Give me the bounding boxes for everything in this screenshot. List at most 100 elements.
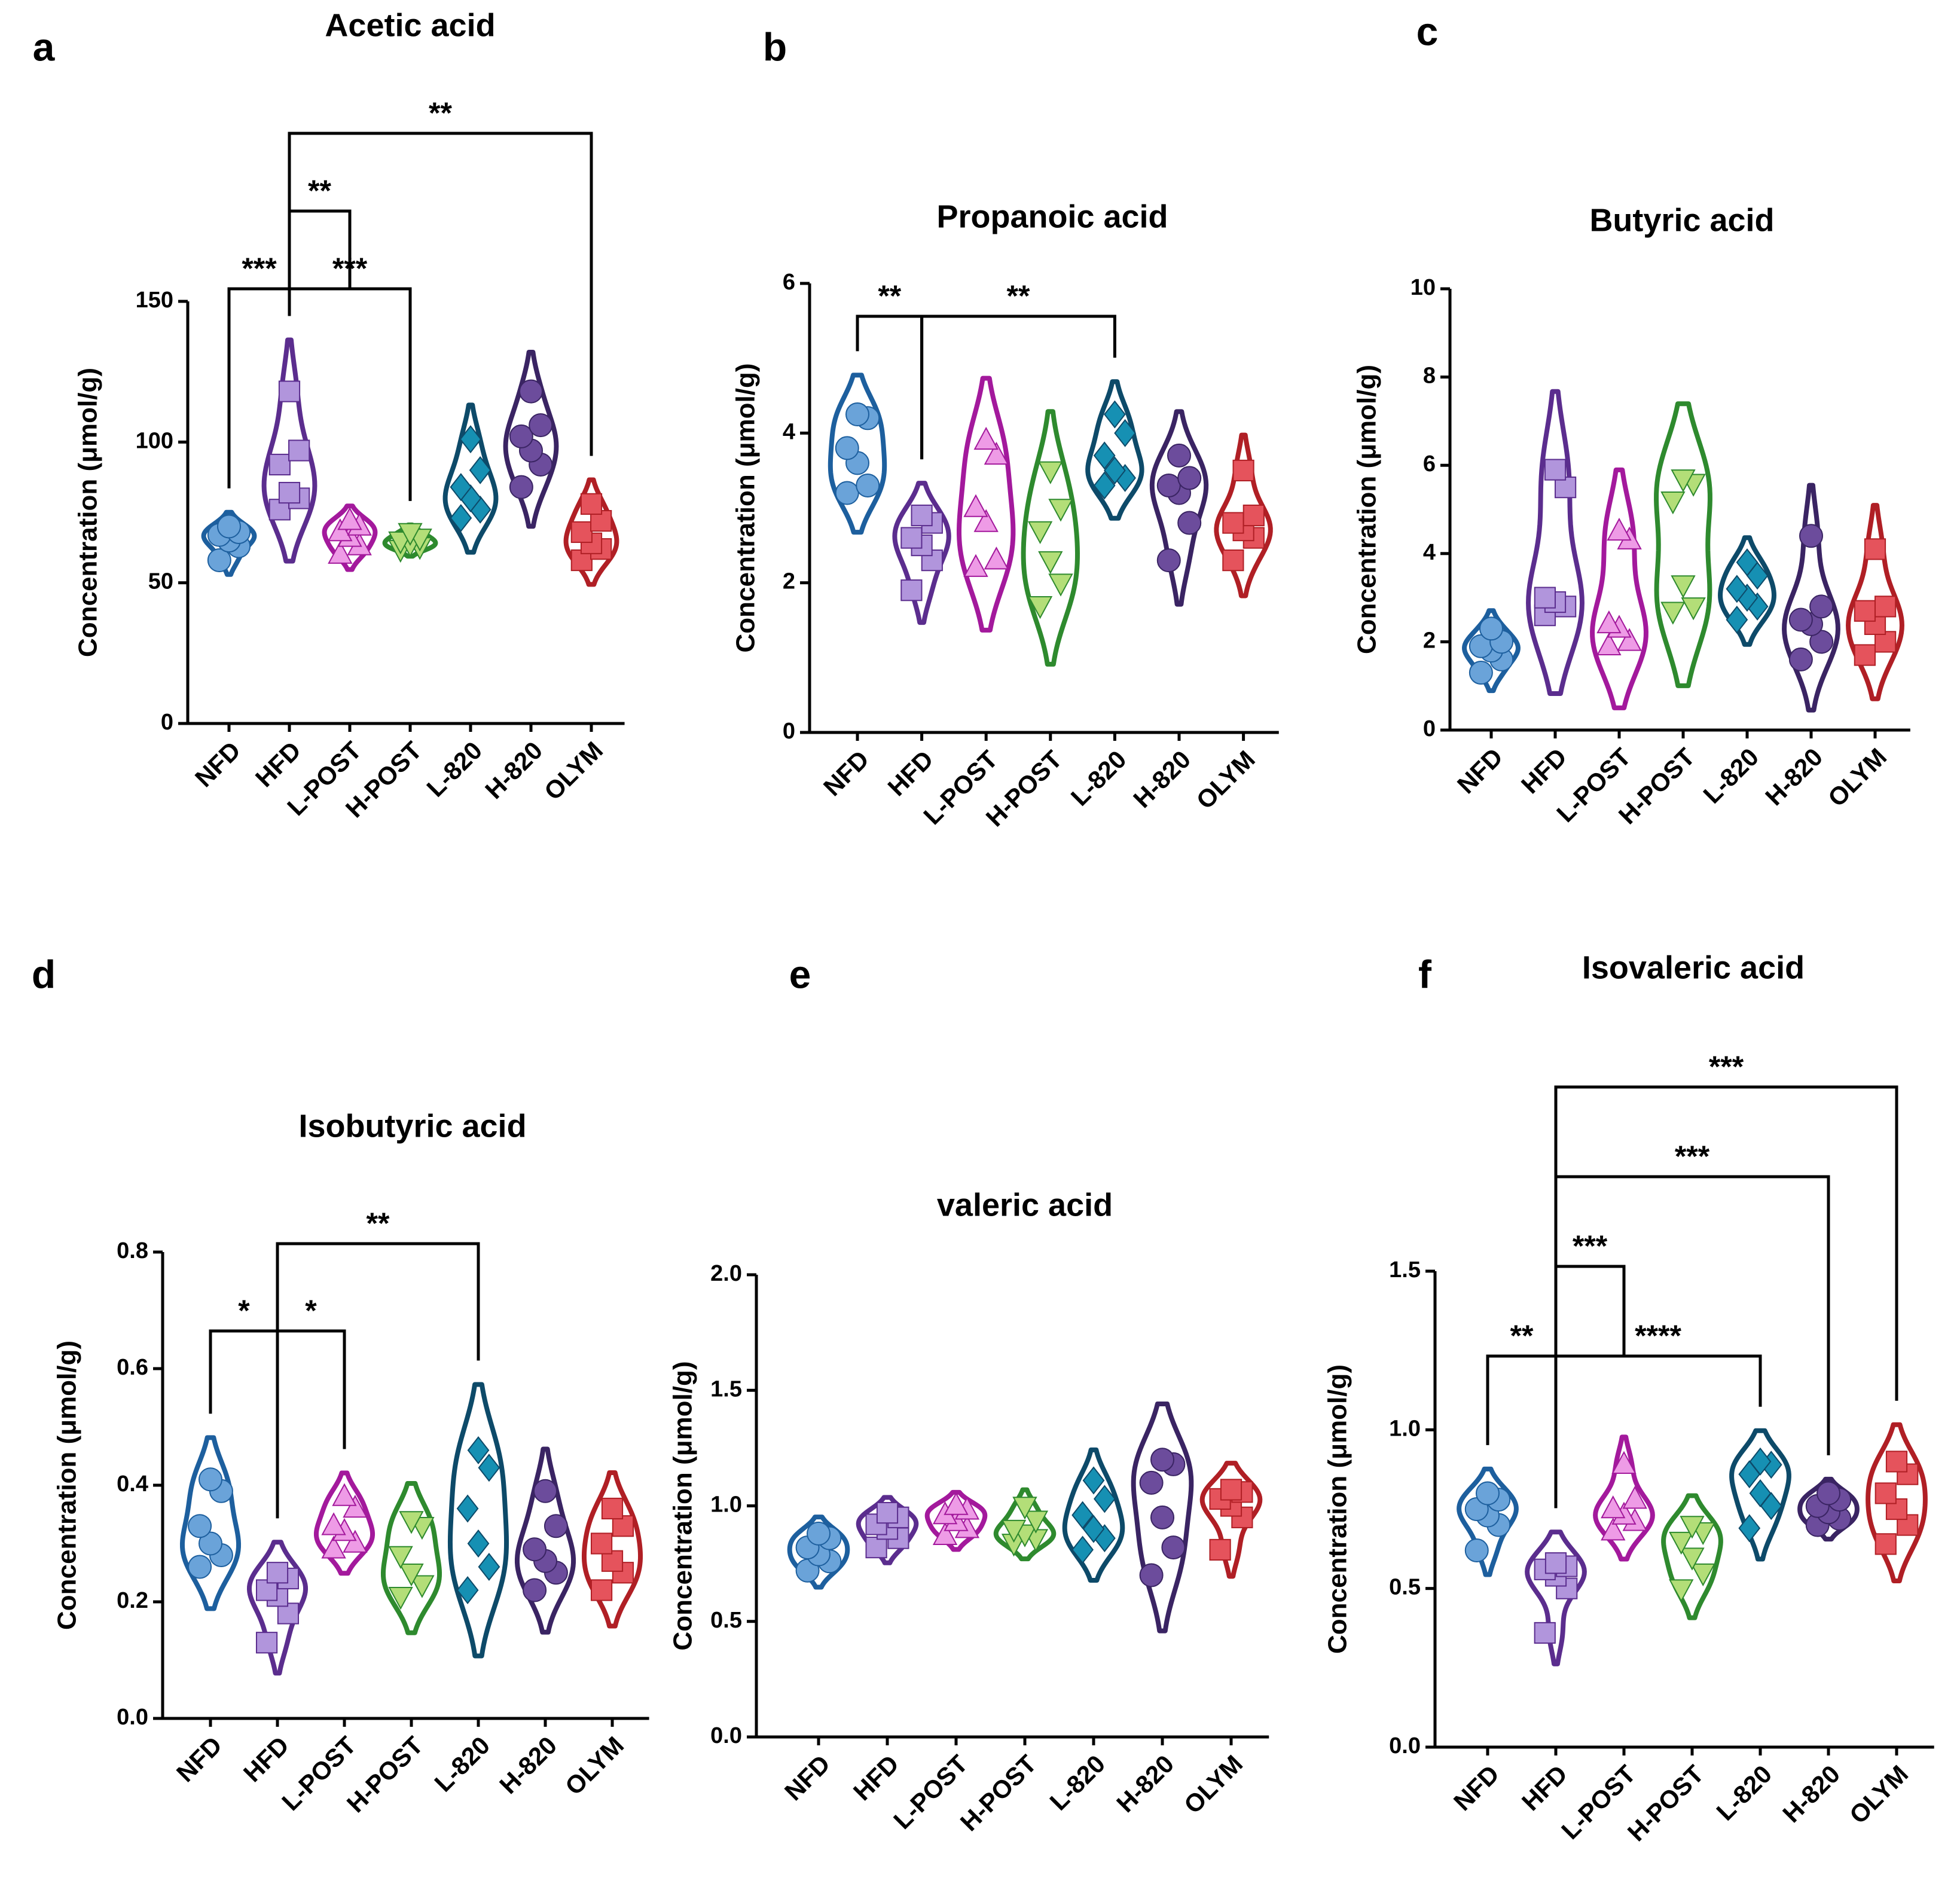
data-point <box>1874 1533 1897 1555</box>
chart-title: Isovaleric acid <box>1582 949 1805 985</box>
data-point <box>1139 1470 1164 1495</box>
data-point <box>963 554 988 577</box>
data-point <box>1082 1466 1105 1495</box>
y-tick-label: 0.5 <box>710 1608 742 1633</box>
panel-letter: d <box>32 952 56 996</box>
data-point <box>1534 587 1556 609</box>
y-tick-label: 1.5 <box>1389 1257 1421 1283</box>
data-point <box>1104 456 1126 485</box>
data-point <box>865 1536 887 1559</box>
significance-bracket <box>288 209 352 289</box>
violin <box>1526 389 1585 696</box>
x-tick-label: OLYM <box>1844 1760 1913 1829</box>
violin <box>1782 483 1840 713</box>
significance-label: *** <box>1675 1140 1710 1173</box>
data-point <box>1027 521 1053 545</box>
data-point <box>467 1436 490 1464</box>
data-point <box>337 507 362 530</box>
data-point <box>1660 491 1686 515</box>
x-tick-label: H-POST <box>341 1731 429 1818</box>
data-point <box>973 426 999 450</box>
violin <box>313 1470 375 1576</box>
violin <box>1062 1447 1125 1583</box>
significance-bracket <box>288 132 593 456</box>
x-tick-label: L-820 <box>1066 745 1132 811</box>
data-point <box>1479 616 1503 641</box>
significance-bracket <box>276 1242 480 1361</box>
data-point <box>1596 632 1622 656</box>
data-point <box>1601 1518 1626 1541</box>
data-point <box>1726 575 1748 603</box>
significance-label: * <box>238 1294 250 1327</box>
violin <box>447 1382 509 1659</box>
data-point <box>963 494 988 517</box>
data-point <box>188 1555 212 1579</box>
data-point <box>1738 1514 1761 1543</box>
data-point <box>332 1483 357 1506</box>
violin <box>1718 535 1776 647</box>
significance-label: ** <box>367 1207 390 1240</box>
violin <box>1729 1428 1791 1562</box>
y-tick-label: 0.6 <box>117 1355 148 1380</box>
y-tick-label: 0.0 <box>117 1705 148 1730</box>
data-point <box>456 1494 479 1523</box>
panel-letter: e <box>789 952 811 996</box>
violin <box>1149 409 1209 607</box>
violin <box>246 1540 309 1676</box>
x-tick-label: OLYM <box>1191 745 1260 814</box>
data-point <box>1897 1463 1919 1485</box>
x-tick-label: HFD <box>883 745 939 801</box>
violin <box>1021 409 1080 667</box>
data-point <box>456 1576 479 1604</box>
x-tick-label: NFD <box>1452 743 1508 799</box>
panel-letter: b <box>763 25 787 69</box>
data-point <box>199 1531 222 1556</box>
data-point <box>1799 524 1823 548</box>
violin <box>563 477 619 587</box>
data-point <box>450 473 472 502</box>
violin <box>924 1489 988 1552</box>
x-tick-label: OLYM <box>1179 1750 1248 1819</box>
data-point <box>1048 573 1073 597</box>
significance-label: ** <box>1007 279 1030 313</box>
data-point <box>1864 538 1886 560</box>
x-tick-label: HFD <box>238 1731 294 1787</box>
data-point <box>509 424 533 448</box>
x-tick-label: NFD <box>779 1750 835 1806</box>
y-tick-label: 2 <box>783 569 795 594</box>
data-point <box>1156 548 1181 573</box>
significance-label: ** <box>429 96 452 130</box>
data-point <box>450 503 472 532</box>
violin <box>1846 503 1904 701</box>
data-point <box>343 1529 368 1553</box>
y-tick-label: 150 <box>136 288 173 313</box>
data-point <box>1874 1482 1897 1504</box>
data-point <box>1555 477 1577 499</box>
x-tick-label: H-820 <box>480 736 548 804</box>
data-point <box>1038 551 1063 575</box>
y-tick-label: 6 <box>1423 451 1436 477</box>
data-point <box>1601 1495 1626 1519</box>
x-tick-label: HFD <box>250 736 306 792</box>
y-tick-label: 0.0 <box>1389 1733 1421 1758</box>
data-point <box>328 518 353 542</box>
x-tick-label: H-820 <box>1760 743 1828 811</box>
significance-bracket <box>288 287 412 501</box>
violin <box>1131 1402 1194 1634</box>
violin <box>1525 1529 1587 1666</box>
data-point <box>1222 512 1244 534</box>
data-point <box>268 453 291 476</box>
y-axis-label: Concentration (μmol/g) <box>668 1361 698 1651</box>
data-point <box>533 1479 557 1503</box>
violin <box>1593 1434 1655 1562</box>
data-point <box>1680 1516 1705 1539</box>
violin <box>442 402 499 555</box>
data-point <box>1139 1563 1164 1587</box>
data-point <box>1788 607 1813 632</box>
y-tick-label: 1.0 <box>710 1492 742 1518</box>
data-point <box>1150 1505 1174 1529</box>
data-point <box>467 1529 490 1558</box>
data-point <box>1544 459 1567 481</box>
violin <box>1866 1422 1928 1583</box>
data-point <box>1680 1547 1705 1571</box>
